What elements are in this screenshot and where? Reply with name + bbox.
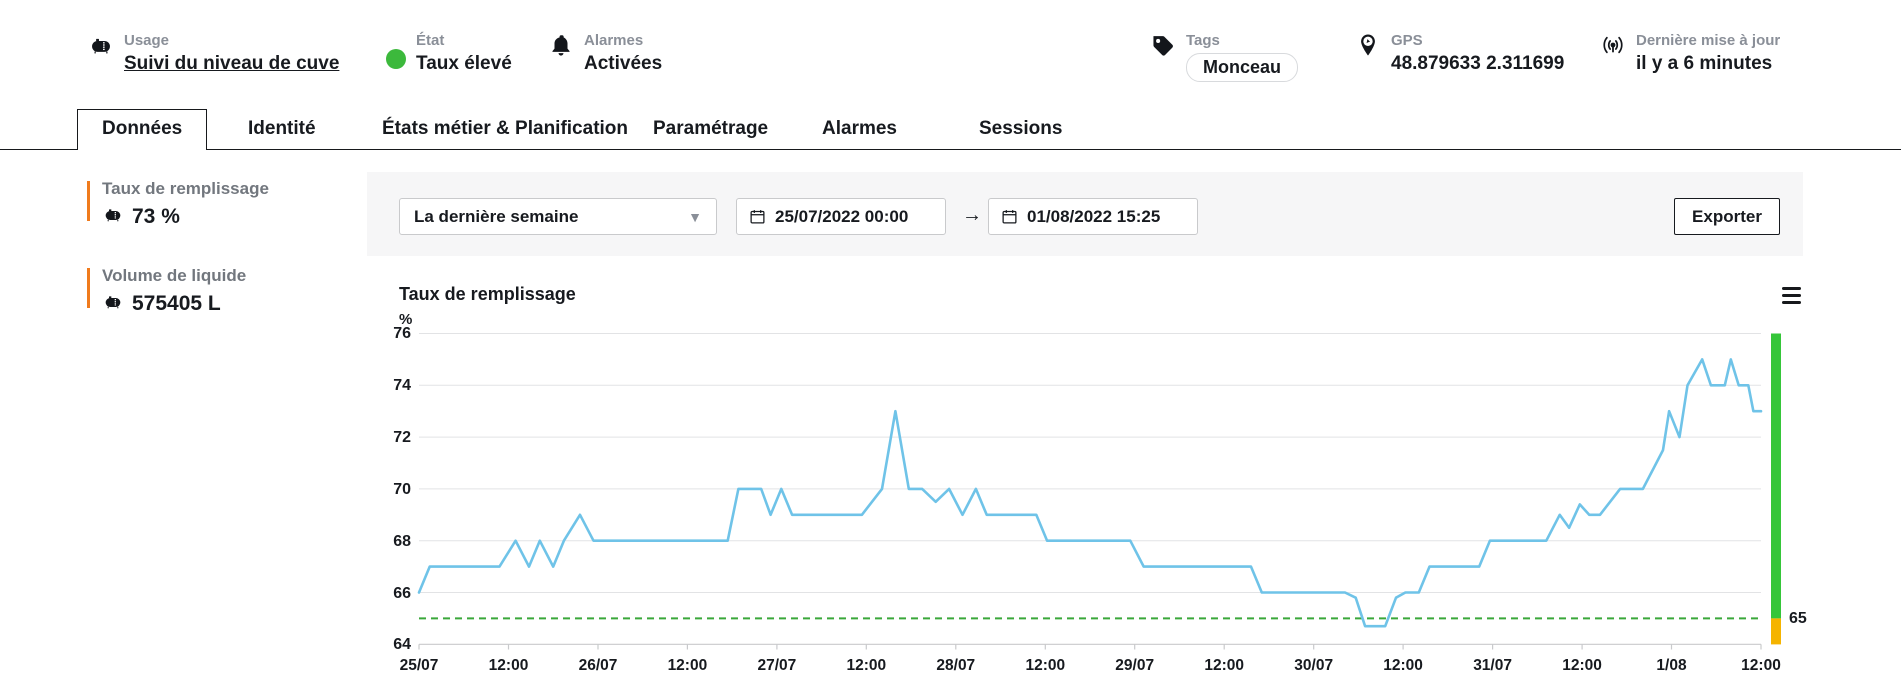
svg-text:26/07: 26/07 [579, 657, 618, 674]
svg-text:72: 72 [393, 429, 411, 446]
svg-text:70: 70 [393, 481, 411, 498]
svg-text:12:00: 12:00 [1562, 657, 1602, 674]
svg-text:12:00: 12:00 [846, 657, 886, 674]
svg-text:12:00: 12:00 [1204, 657, 1244, 674]
svg-text:12:00: 12:00 [489, 657, 529, 674]
svg-text:27/07: 27/07 [758, 657, 797, 674]
svg-text:65: 65 [1789, 610, 1807, 627]
svg-text:12:00: 12:00 [1383, 657, 1423, 674]
svg-text:12:00: 12:00 [1025, 657, 1065, 674]
svg-text:76: 76 [393, 325, 411, 342]
svg-text:28/07: 28/07 [936, 657, 975, 674]
svg-text:66: 66 [393, 585, 411, 602]
svg-text:12:00: 12:00 [1741, 657, 1781, 674]
svg-text:30/07: 30/07 [1294, 657, 1333, 674]
svg-text:64: 64 [393, 636, 411, 653]
svg-text:1/08: 1/08 [1656, 657, 1687, 674]
svg-text:68: 68 [393, 533, 411, 550]
svg-text:12:00: 12:00 [668, 657, 708, 674]
svg-text:31/07: 31/07 [1473, 657, 1512, 674]
svg-text:29/07: 29/07 [1115, 657, 1154, 674]
svg-text:25/07: 25/07 [400, 657, 439, 674]
svg-text:74: 74 [393, 377, 411, 394]
